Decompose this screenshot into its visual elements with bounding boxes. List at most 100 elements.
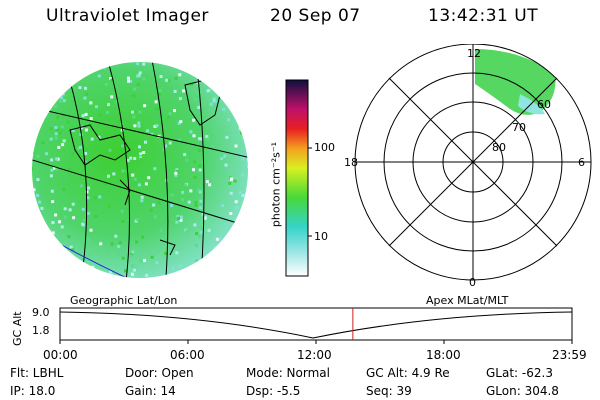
speckle-dot — [68, 208, 72, 212]
speckle-dot — [241, 173, 245, 177]
speckle-dot — [57, 145, 61, 149]
speckle-dot — [87, 186, 91, 190]
speckle-dot — [133, 268, 136, 272]
speckle-dot — [235, 222, 239, 225]
speckle-dot — [96, 66, 100, 70]
speckle-dot — [178, 97, 182, 101]
speckle-dot — [99, 242, 103, 246]
speckle-dot — [192, 168, 195, 172]
speckle-dot — [118, 241, 122, 245]
speckle-dot — [232, 81, 236, 85]
speckle-dot — [131, 173, 135, 177]
speckle-dot — [86, 196, 90, 200]
door-status: Door: Open — [125, 366, 194, 380]
speckle-dot — [197, 105, 201, 109]
speckle-dot — [84, 152, 88, 155]
geographic-label: Geographic Lat/Lon — [70, 294, 178, 307]
speckle-dot — [192, 134, 196, 138]
speckle-dot — [231, 102, 235, 106]
speckle-dot — [121, 144, 125, 148]
speckle-dot — [229, 236, 233, 240]
speckle-dot — [98, 195, 102, 199]
colorbar-tick-10: 10 — [314, 230, 328, 243]
speckle-dot — [36, 194, 40, 197]
speckle-dot — [108, 204, 111, 208]
speckle-dot — [47, 263, 51, 267]
speckle-dot — [137, 124, 141, 128]
speckle-dot — [83, 96, 87, 100]
ip-status: IP: 18.0 — [10, 384, 56, 398]
speckle-dot — [200, 231, 204, 234]
speckle-dot — [174, 171, 178, 175]
speckle-dot — [199, 199, 203, 203]
speckle-dot — [38, 67, 42, 71]
speckle-dot — [245, 140, 248, 144]
speckle-dot — [54, 213, 58, 217]
speckle-dot — [179, 218, 183, 222]
speckle-dot — [117, 119, 121, 123]
speckle-dot — [245, 161, 248, 165]
speckle-dot — [200, 137, 203, 141]
speckle-dot — [194, 203, 198, 207]
speckle-dot — [85, 190, 89, 194]
speckle-dot — [133, 87, 137, 91]
speckle-dot — [139, 157, 143, 161]
speckle-dot — [110, 78, 114, 82]
speckle-dot — [164, 251, 168, 255]
speckle-dot — [48, 106, 52, 110]
speckle-dot — [239, 62, 242, 64]
speckle-dot — [170, 204, 174, 208]
speckle-dot — [34, 117, 37, 120]
speckle-dot — [83, 267, 87, 270]
speckle-dot — [110, 95, 114, 99]
speckle-dot — [89, 101, 93, 105]
speckle-dot — [79, 260, 83, 264]
altitude-tick-low: 1.8 — [32, 324, 50, 337]
geographic-image — [32, 62, 248, 278]
speckle-dot — [243, 94, 247, 98]
speckle-dot — [199, 226, 203, 230]
speckle-dot — [189, 130, 193, 134]
speckle-dot — [139, 259, 143, 263]
altitude-curve — [59, 311, 573, 339]
speckle-dot — [154, 215, 157, 219]
speckle-dot — [129, 156, 133, 160]
speckle-dot — [177, 216, 180, 220]
speckle-dot — [47, 253, 51, 257]
speckle-dot — [155, 107, 159, 111]
speckle-dot — [198, 190, 202, 194]
speckle-dot — [56, 257, 60, 261]
speckle-dot — [91, 265, 95, 269]
speckle-dot — [168, 141, 172, 145]
speckle-dot — [241, 157, 245, 161]
date-label: 20 Sep 07 — [270, 6, 361, 26]
speckle-dot — [53, 63, 56, 67]
speckle-dot — [227, 118, 231, 122]
speckle-dot — [71, 152, 75, 156]
speckle-dot — [175, 170, 179, 173]
speckle-dot — [86, 211, 90, 215]
speckle-dot — [49, 137, 53, 141]
speckle-dot — [56, 115, 60, 119]
colorbar-unit-label: photon cm⁻²s⁻¹ — [269, 141, 283, 228]
speckle-dot — [107, 103, 110, 107]
speckle-dot — [138, 110, 142, 114]
speckle-dot — [181, 198, 185, 202]
speckle-dot — [41, 253, 45, 257]
speckle-dot — [89, 228, 93, 232]
speckle-dot — [201, 73, 205, 77]
x-tick-0600: 06:00 — [170, 348, 205, 362]
speckle-dot — [133, 177, 137, 181]
speckle-dot — [126, 158, 130, 162]
speckle-dot — [182, 89, 186, 93]
speckle-dot — [229, 103, 233, 107]
speckle-dot — [168, 242, 172, 246]
speckle-dot — [193, 176, 197, 179]
speckle-dot — [228, 83, 231, 87]
color-bar — [285, 79, 312, 277]
altitude-ylabel: GC Alt — [11, 311, 24, 346]
speckle-dot — [207, 89, 211, 92]
speckle-dot — [195, 263, 199, 267]
speckle-dot — [234, 200, 238, 204]
speckle-dot — [63, 250, 67, 254]
